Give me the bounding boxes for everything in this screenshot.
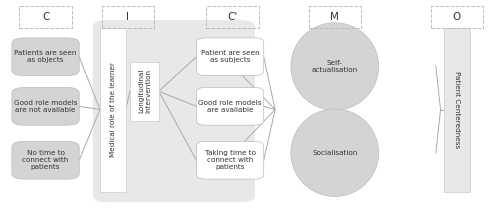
Text: Patients are seen
as objects: Patients are seen as objects [14,50,77,63]
FancyBboxPatch shape [196,87,264,125]
Text: Longitudinal
Intervention: Longitudinal Intervention [138,69,151,113]
Text: Patient Centeredness: Patient Centeredness [454,71,460,148]
Bar [100,28,126,192]
Bar [20,6,72,28]
FancyBboxPatch shape [12,87,79,125]
Ellipse shape [291,23,378,110]
FancyBboxPatch shape [196,38,264,76]
Text: Socialisation: Socialisation [312,150,358,156]
Text: O: O [453,12,461,22]
Text: Patient are seen
as subjects: Patient are seen as subjects [200,50,260,63]
Text: C: C [42,12,50,22]
Ellipse shape [291,109,378,196]
Text: No time to
connect with
patients: No time to connect with patients [22,150,68,170]
Text: I: I [126,12,130,22]
Text: Good role models
are not available: Good role models are not available [14,100,78,113]
FancyBboxPatch shape [12,141,79,179]
Bar [444,28,470,192]
Text: Good role models
are available: Good role models are available [198,100,262,113]
Text: M: M [330,12,339,22]
Text: Self-
actualisation: Self- actualisation [312,60,358,73]
Bar [102,6,154,28]
Text: C': C' [228,12,237,22]
Bar [206,6,258,28]
Bar [308,6,361,28]
Bar [130,62,159,121]
Bar [430,6,483,28]
Text: Taking time to
connect with
patients: Taking time to connect with patients [204,150,256,170]
FancyBboxPatch shape [93,20,255,202]
FancyBboxPatch shape [196,141,264,179]
Text: Medical role of the learner: Medical role of the learner [110,62,116,157]
FancyBboxPatch shape [12,38,79,76]
